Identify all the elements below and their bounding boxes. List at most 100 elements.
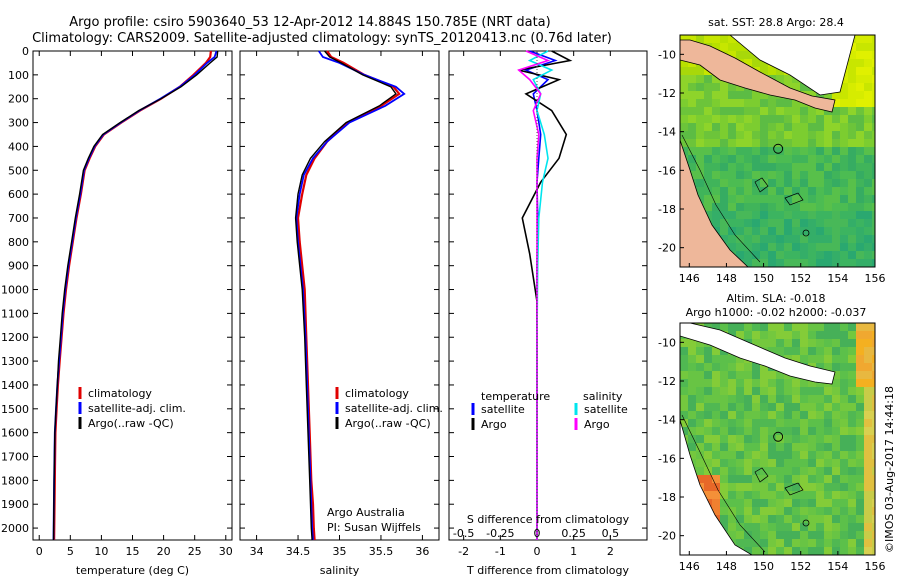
sla-map-cell xyxy=(800,323,808,331)
sst-map-cell xyxy=(856,123,864,131)
sst-map-cell xyxy=(808,131,816,139)
sst-map-cell xyxy=(856,155,864,163)
sst-map-cell xyxy=(712,83,720,91)
sla-map-cell xyxy=(840,379,848,387)
sst-map-cell xyxy=(720,203,728,211)
sst-map-cell xyxy=(856,259,864,267)
sst-map-cell xyxy=(848,259,856,267)
sst-map-cell xyxy=(816,163,824,171)
sla-map-cell xyxy=(848,387,856,395)
sla-float-marker xyxy=(773,431,784,442)
sla-map-cell xyxy=(768,331,776,339)
sst-map-cell xyxy=(704,155,712,163)
sla-map-cell xyxy=(832,403,840,411)
sla-map-cell xyxy=(768,539,776,547)
sla-map-cell xyxy=(736,323,744,331)
sst-map-cell xyxy=(736,51,744,59)
sla-map-cell xyxy=(776,459,784,467)
sst-map-cell xyxy=(856,219,864,227)
sla-map-cell xyxy=(728,467,736,475)
sla-map-cell xyxy=(776,491,784,499)
sla-map-cell xyxy=(816,355,824,363)
sla-map-cell xyxy=(760,331,768,339)
sla-map-cell xyxy=(776,451,784,459)
sla-map-cell xyxy=(760,507,768,515)
sla-map-cell xyxy=(768,459,776,467)
sst-map-cell xyxy=(736,243,744,251)
sst-map-cell xyxy=(816,251,824,259)
sla-map-cell xyxy=(736,531,744,539)
sst-map-cell xyxy=(864,139,872,147)
sst-map-cell xyxy=(712,99,720,107)
sla-map-cell xyxy=(792,355,800,363)
sla-map-cell xyxy=(840,467,848,475)
sst-map-cell xyxy=(800,187,808,195)
sst-map-cell xyxy=(816,211,824,219)
sla-map-cell xyxy=(720,499,728,507)
sla-map-cell xyxy=(736,379,744,387)
sst-map-cell xyxy=(792,115,800,123)
sla-map-cell xyxy=(816,523,824,531)
sla-map-cell xyxy=(752,363,760,371)
sst-map-cell xyxy=(792,179,800,187)
sla-map-cell xyxy=(712,459,720,467)
sla-map-cell xyxy=(704,387,712,395)
sst-map-cell xyxy=(696,99,704,107)
sla-map-cell xyxy=(704,435,712,443)
sst-map-ytick-label: -12 xyxy=(658,87,676,100)
sla-map-xtick-label: 150 xyxy=(753,560,774,573)
sst-map-cell xyxy=(712,163,720,171)
sla-map-cell xyxy=(840,323,848,331)
sla-float-marker-2 xyxy=(802,519,810,527)
salinity-xtick-label: 35 xyxy=(333,545,347,558)
sla-map-cell xyxy=(696,363,704,371)
sla-map-cell xyxy=(864,395,872,403)
sla-map-cell xyxy=(728,531,736,539)
sla-map-cell xyxy=(848,523,856,531)
sla-map-cell xyxy=(728,523,736,531)
sst-map-cell xyxy=(680,123,688,131)
sla-map-cell xyxy=(864,539,872,547)
salinity-annotation-2: PI: Susan Wijffels xyxy=(327,521,421,534)
sla-map-cell xyxy=(856,523,864,531)
sst-map-cell xyxy=(712,211,720,219)
sst-map-cell xyxy=(752,131,760,139)
sst-map-cell xyxy=(864,107,872,115)
sst-map-cell xyxy=(720,163,728,171)
sla-map-cell xyxy=(768,523,776,531)
sst-map-cell xyxy=(768,171,776,179)
sla-map-cell xyxy=(680,427,688,435)
sla-map-cell xyxy=(704,491,712,499)
sla-map-cell xyxy=(768,499,776,507)
sst-map-cell xyxy=(688,123,696,131)
temperature-ytick-label: 800 xyxy=(8,236,29,249)
sst-map-cell xyxy=(792,259,800,267)
sst-map-cell xyxy=(816,147,824,155)
sla-map-cell xyxy=(824,427,832,435)
sst-map-cell xyxy=(816,123,824,131)
sst-map-cell xyxy=(848,99,856,107)
sst-aus-land xyxy=(680,139,749,267)
sst-map-cell xyxy=(696,179,704,187)
sst-map-cell xyxy=(792,211,800,219)
temperature-series-climatology xyxy=(53,50,212,541)
sst-map-cell xyxy=(720,155,728,163)
sla-map-cell xyxy=(864,515,872,523)
sla-map-cell xyxy=(864,339,872,347)
sla-map-cell xyxy=(768,483,776,491)
sla-map-cell xyxy=(824,475,832,483)
sst-map-cell xyxy=(720,227,728,235)
sst-map-cell xyxy=(752,251,760,259)
sst-map-cell xyxy=(776,251,784,259)
sla-map-cell xyxy=(784,467,792,475)
sla-map-cell xyxy=(688,363,696,371)
sla-map-cell xyxy=(704,459,712,467)
difference-xtick-label: -1 xyxy=(495,545,506,558)
sla-map-cell xyxy=(808,403,816,411)
sst-map-cell xyxy=(800,107,808,115)
sst-map-cell xyxy=(832,203,840,211)
sla-map-cell xyxy=(800,475,808,483)
temperature-series-argo-raw-qc- xyxy=(52,50,219,541)
sla-map-cell xyxy=(720,467,728,475)
sst-map-cell xyxy=(744,155,752,163)
